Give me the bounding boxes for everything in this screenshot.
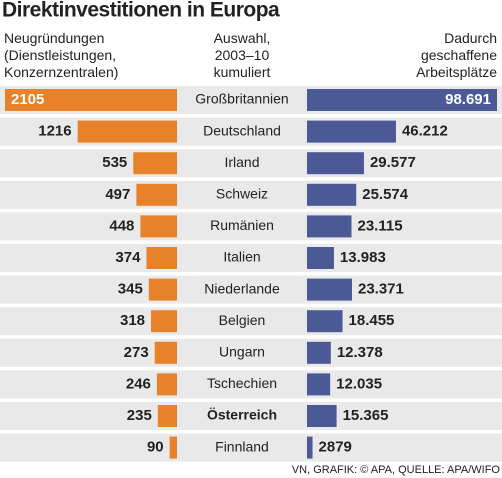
right-value-label: 23.371 bbox=[358, 281, 404, 298]
left-bar bbox=[146, 247, 177, 269]
right-value-label: 25.574 bbox=[362, 186, 409, 203]
left-value-label: 318 bbox=[120, 312, 145, 329]
chart-title: Direktinvestitionen in Europa bbox=[2, 0, 280, 22]
left-bar bbox=[136, 183, 177, 206]
left-bar bbox=[156, 373, 177, 396]
row-band bbox=[0, 338, 502, 367]
right-bar bbox=[307, 373, 331, 396]
left-bar bbox=[148, 278, 177, 301]
left-value-label: 345 bbox=[118, 281, 143, 298]
row-band bbox=[0, 307, 502, 336]
right-bar bbox=[307, 341, 331, 364]
category-label: Österreich bbox=[207, 407, 277, 423]
right-bar bbox=[307, 183, 357, 206]
left-value-label: 374 bbox=[115, 249, 141, 266]
right-value-label: 15.365 bbox=[343, 407, 389, 424]
right-bar bbox=[307, 215, 352, 238]
right-value-label: 12.378 bbox=[337, 344, 383, 361]
right-value-label: 46.212 bbox=[402, 123, 448, 140]
category-label: Tschechien bbox=[207, 375, 277, 391]
left-value-label: 448 bbox=[109, 217, 134, 234]
right-bar bbox=[307, 405, 337, 427]
row-band bbox=[0, 275, 502, 304]
category-label: Großbritannien bbox=[195, 91, 288, 107]
row-band bbox=[0, 370, 502, 399]
category-label: Ungarn bbox=[219, 344, 265, 360]
right-value-label: 13.983 bbox=[340, 249, 386, 266]
right-bar bbox=[307, 310, 343, 333]
right-bar bbox=[307, 278, 352, 301]
left-bar bbox=[151, 310, 177, 333]
row-band bbox=[0, 149, 502, 178]
row-band bbox=[0, 212, 502, 241]
right-value-label: 2879 bbox=[319, 439, 352, 456]
right-value-label: 23.115 bbox=[358, 217, 403, 234]
row-band bbox=[0, 244, 502, 272]
right-value-label: 98.691 bbox=[445, 91, 491, 108]
left-bar bbox=[133, 152, 177, 175]
categories-label: Auswahl, 2003–10 kumuliert bbox=[213, 30, 271, 80]
left-series-label: Neugründungen (Dienstleistungen, Konzern… bbox=[4, 30, 119, 80]
category-label: Schweiz bbox=[216, 186, 268, 202]
category-label: Belgien bbox=[219, 312, 266, 328]
category-label: Finnland bbox=[215, 438, 269, 454]
category-label: Niederlande bbox=[204, 280, 280, 296]
left-value-label: 273 bbox=[124, 344, 149, 361]
left-value-label: 2105 bbox=[11, 91, 44, 108]
left-bar bbox=[140, 215, 177, 238]
right-value-label: 18.455 bbox=[349, 312, 395, 329]
right-value-label: 29.577 bbox=[370, 154, 416, 171]
category-label: Italien bbox=[223, 249, 260, 265]
row-band bbox=[0, 433, 502, 462]
right-bar bbox=[307, 247, 334, 269]
source: VN, GRAFIK: © APA, QUELLE: APA/WIFO bbox=[292, 464, 501, 476]
left-bar bbox=[77, 120, 177, 143]
right-bar bbox=[307, 436, 313, 459]
category-label: Irland bbox=[224, 154, 259, 170]
right-bar bbox=[307, 152, 364, 175]
left-value-label: 497 bbox=[105, 186, 130, 203]
left-value-label: 246 bbox=[126, 375, 151, 392]
left-bar bbox=[169, 436, 177, 459]
left-value-label: 535 bbox=[102, 154, 127, 171]
left-bar bbox=[5, 89, 177, 111]
row-band bbox=[0, 180, 502, 209]
row-band bbox=[0, 402, 502, 430]
right-value-label: 12.035 bbox=[336, 375, 382, 392]
category-label: Rumänien bbox=[210, 217, 274, 233]
right-series-label: Dadurch geschaffene Arbeitsplätze bbox=[416, 30, 497, 80]
left-value-label: 1216 bbox=[38, 123, 71, 140]
left-value-label: 235 bbox=[127, 407, 152, 424]
left-bar bbox=[154, 341, 177, 364]
category-label: Deutschland bbox=[203, 122, 281, 138]
left-value-label: 90 bbox=[147, 439, 164, 456]
left-bar bbox=[157, 405, 177, 427]
right-bar bbox=[307, 120, 396, 143]
right-bar bbox=[307, 89, 497, 111]
